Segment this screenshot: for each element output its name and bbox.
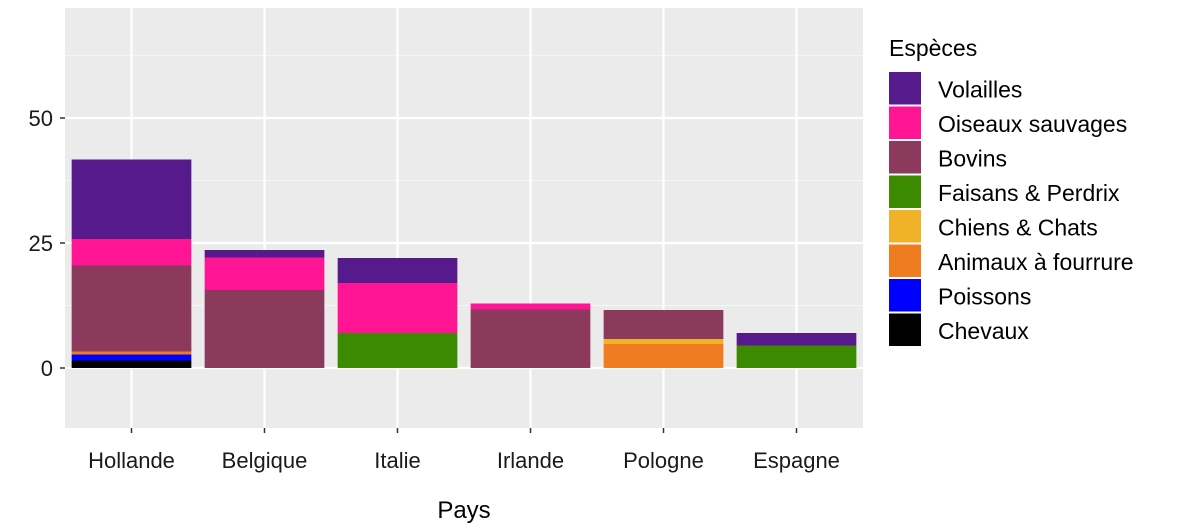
x-tick-label: Italie xyxy=(374,448,420,473)
x-tick-label: Belgique xyxy=(222,448,308,473)
bar-segment xyxy=(204,257,325,290)
legend-swatch xyxy=(889,210,921,243)
legend-label: Volailles xyxy=(938,76,1022,102)
bar-segment xyxy=(71,354,192,361)
x-tick-label: Espagne xyxy=(753,448,840,473)
bar-segment xyxy=(470,309,591,368)
y-tick-label: 50 xyxy=(29,106,53,131)
legend-swatch xyxy=(889,313,921,346)
y-axis: 0 25 50 xyxy=(29,106,65,381)
bar-segment xyxy=(337,333,458,368)
bar-segment xyxy=(204,250,325,258)
legend: Espèces Volailles Oiseaux sauvages Bovins F… xyxy=(889,35,1134,346)
bar-segment xyxy=(337,258,458,283)
y-tick-label: 25 xyxy=(29,231,53,256)
legend-swatch xyxy=(889,106,921,139)
legend-title: Espèces xyxy=(889,35,977,61)
bar-segment xyxy=(71,239,192,266)
x-tick-label: Irlande xyxy=(497,448,564,473)
legend-swatch xyxy=(889,175,921,208)
legend-label: Chiens & Chats xyxy=(938,214,1098,240)
x-axis-title: Pays xyxy=(437,497,490,524)
bar-segment xyxy=(204,290,325,368)
legend-label: Faisans & Perdrix xyxy=(938,180,1120,206)
bar-segment xyxy=(603,344,724,368)
legend-label: Animaux à fourrure xyxy=(938,249,1134,275)
bar-segment xyxy=(603,310,724,339)
legend-label: Poissons xyxy=(938,283,1031,309)
bar-segment xyxy=(71,351,192,355)
y-tick-label: 0 xyxy=(41,356,53,381)
x-tick-label: Hollande xyxy=(88,448,175,473)
bar-segment xyxy=(736,345,857,368)
bar-segment xyxy=(603,339,724,344)
legend-label: Bovins xyxy=(938,145,1007,171)
plot-panel xyxy=(65,8,863,428)
legend-swatch xyxy=(889,244,921,277)
legend-swatch xyxy=(889,72,921,105)
legend-swatch xyxy=(889,141,921,174)
bar-segment xyxy=(71,159,192,239)
bar-segment xyxy=(71,360,192,368)
bar-segment xyxy=(337,283,458,333)
x-tick-label: Pologne xyxy=(623,448,704,473)
legend-label: Chevaux xyxy=(938,318,1029,344)
legend-swatch xyxy=(889,279,921,312)
x-axis: Hollande Belgique Italie Irlande Pologne Espa… xyxy=(88,428,840,473)
bar-segment xyxy=(71,265,192,352)
bar-segment xyxy=(736,333,857,346)
legend-label: Oiseaux sauvages xyxy=(938,111,1127,137)
bars xyxy=(71,159,857,368)
bar-segment xyxy=(470,303,591,310)
